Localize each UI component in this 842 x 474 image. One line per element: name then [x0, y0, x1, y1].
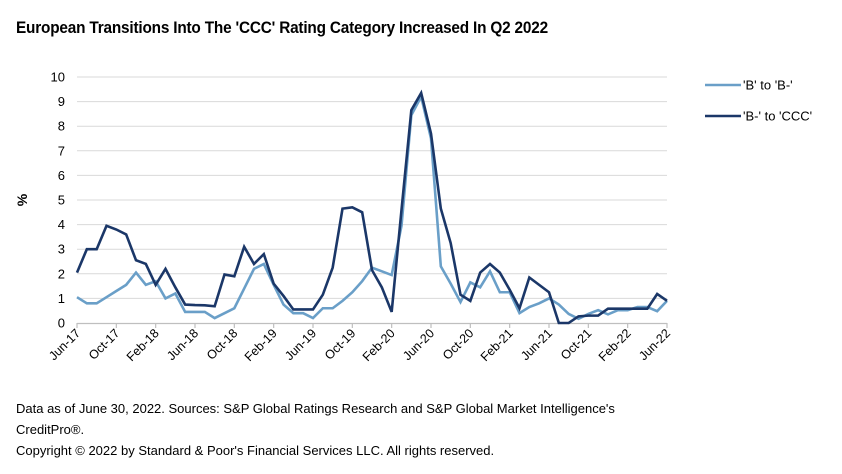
- gridlines: [77, 76, 667, 299]
- series-line-b-to-b-minus: [76, 93, 668, 321]
- legend: 'B' to 'B-' 'B-' to 'CCC': [705, 78, 812, 124]
- x-tick-label: Oct-19: [322, 326, 358, 362]
- series-lines: [75, 89, 668, 325]
- x-tick-label: Feb-21: [478, 326, 516, 364]
- x-tick-label: Feb-18: [124, 326, 162, 364]
- y-tick-label: 8: [58, 119, 65, 134]
- x-tick-label: Oct-20: [440, 326, 476, 362]
- x-tick-label: Jun-19: [282, 326, 319, 363]
- y-tick-label: 4: [58, 217, 65, 232]
- footer-copyright: Copyright © 2022 by Standard & Poor's Fi…: [16, 443, 495, 458]
- y-tick-label: 0: [58, 316, 65, 331]
- x-tick-label: Jun-22: [636, 326, 673, 363]
- y-tick-label: 9: [58, 94, 65, 109]
- x-tick-label: Feb-19: [242, 326, 280, 364]
- x-tick-label: Oct-21: [558, 326, 594, 362]
- x-tick-label: Jun-20: [400, 326, 437, 363]
- legend-label: 'B-' to 'CCC': [743, 109, 812, 124]
- x-tick-label: Feb-20: [360, 326, 398, 364]
- footer-source-cont: CreditPro®.: [16, 422, 85, 437]
- x-tick-label: Oct-18: [204, 326, 240, 362]
- x-tick-label: Jun-21: [518, 326, 555, 363]
- x-tick-label: Jun-18: [164, 326, 201, 363]
- y-axis-ticks: 0 1 2 3 4 5 6 7 8 9 10: [51, 70, 65, 331]
- x-tick-label: Feb-22: [596, 326, 634, 364]
- y-tick-label: 3: [58, 242, 65, 257]
- series-line-b-minus-to-ccc: [75, 89, 668, 325]
- y-tick-label: 10: [51, 70, 65, 85]
- y-tick-label: 7: [58, 143, 65, 158]
- x-axis: Jun-17 Oct-17 Feb-18 Jun-18 Oct-18 Feb-19 Jun-…: [46, 322, 673, 364]
- y-tick-label: 6: [58, 168, 65, 183]
- footer-source: Data as of June 30, 2022. Sources: S&P G…: [16, 401, 615, 416]
- y-tick-label: 5: [58, 193, 65, 208]
- x-tick-label: Jun-17: [46, 326, 83, 363]
- y-tick-label: 1: [58, 291, 65, 306]
- y-tick-label: 2: [58, 266, 65, 281]
- y-axis-label: %: [14, 193, 30, 206]
- x-tick-label: Oct-17: [86, 326, 122, 362]
- legend-label: 'B' to 'B-': [743, 78, 793, 93]
- chart-title: European Transitions Into The 'CCC' Rati…: [16, 19, 548, 37]
